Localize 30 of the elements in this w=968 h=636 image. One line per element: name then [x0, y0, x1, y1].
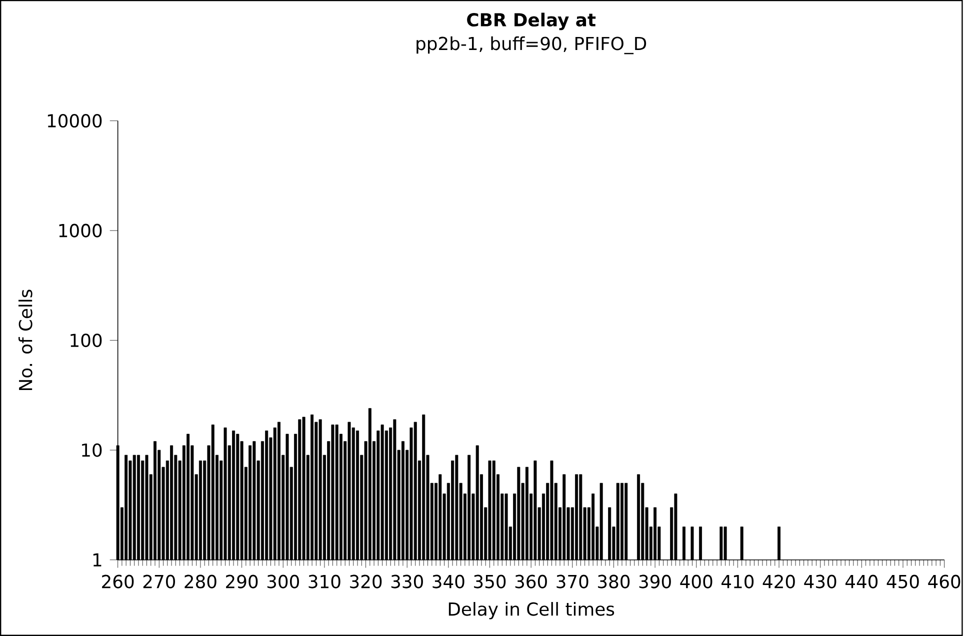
x-tick-label: 420 — [762, 574, 795, 588]
x-tick-label: 390 — [639, 574, 671, 588]
x-axis-title: Delay in Cell times — [448, 602, 614, 620]
x-tick-label: 280 — [184, 574, 216, 588]
x-tick-label: 400 — [680, 574, 712, 588]
x-tick-label: 450 — [886, 574, 919, 588]
x-tick-label: 330 — [391, 574, 423, 588]
x-tick-label: 370 — [556, 574, 588, 588]
x-tick-label: 290 — [226, 574, 258, 588]
x-tick-label: 460 — [928, 574, 960, 588]
x-tick-label: 350 — [474, 574, 506, 588]
x-tick-label: 310 — [308, 574, 340, 588]
y-tick-label: 10000 — [48, 114, 102, 128]
y-tick-label: 1000 — [59, 224, 102, 238]
x-tick-label: 380 — [598, 574, 630, 588]
x-tick-label: 270 — [143, 574, 176, 588]
x-tick-label: 340 — [432, 574, 464, 588]
y-axis-title: No. of Cells — [18, 290, 32, 390]
x-tick-label: 360 — [515, 574, 547, 588]
y-tick-label: 10 — [82, 443, 102, 457]
x-tick-label: 300 — [267, 574, 299, 588]
x-tick-label: 430 — [804, 574, 836, 588]
y-tick-label: 1 — [93, 553, 102, 566]
x-tick-label: 440 — [845, 574, 878, 588]
x-tick-label: 260 — [102, 574, 134, 588]
chart-subtitle: pp2b-1, buff=90, PFIFO_D — [416, 36, 646, 54]
y-tick-label: 100 — [70, 334, 102, 348]
chart-title: CBR Delay at — [467, 12, 596, 30]
x-tick-label: 320 — [350, 574, 382, 588]
x-tick-label: 410 — [722, 574, 754, 588]
